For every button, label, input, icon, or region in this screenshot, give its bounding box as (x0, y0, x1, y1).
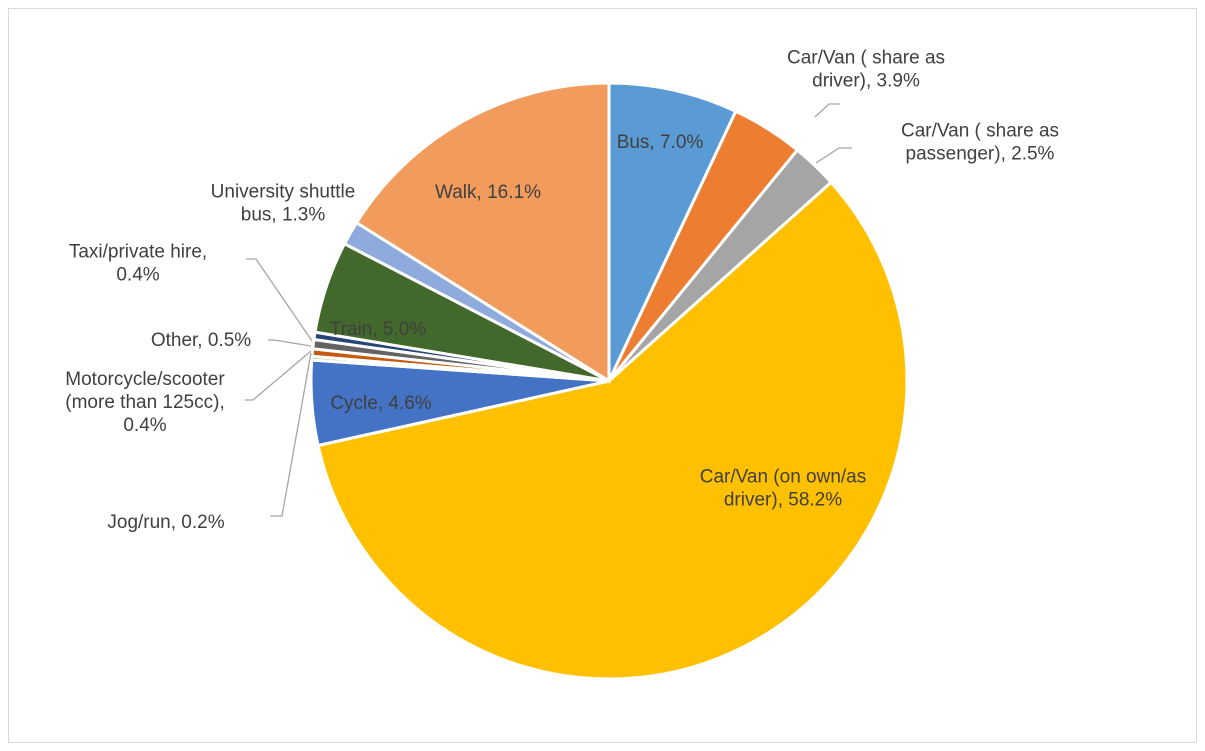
leader-line (268, 339, 312, 347)
slice-data-label: Other, 0.5% (151, 330, 251, 351)
leader-line (246, 258, 313, 342)
leader-line (270, 352, 312, 517)
pie-slice (354, 81, 611, 384)
leader-line (815, 147, 852, 164)
leader-line (814, 103, 840, 118)
slice-data-label: Taxi/private hire, 0.4% (69, 242, 207, 286)
slice-data-label: Train, 5.0% (330, 319, 427, 340)
slice-data-label: Bus, 7.0% (617, 132, 704, 153)
slice-data-label: Car/Van (on own/as driver), 58.2% (700, 467, 867, 511)
leader-line (245, 350, 312, 401)
slice-data-label: Jog/run, 0.2% (107, 512, 224, 533)
slice-data-label: Walk, 16.1% (435, 182, 541, 203)
slice-data-label: Car/Van ( share as passenger), 2.5% (901, 121, 1059, 165)
slice-data-label: Car/Van ( share as driver), 3.9% (787, 48, 945, 92)
slice-data-label: Motorcycle/scooter (more than 125cc), 0.4% (65, 369, 225, 436)
slice-data-label: Cycle, 4.6% (330, 393, 431, 414)
pie-slice (607, 81, 738, 382)
slice-data-label: University shuttle bus, 1.3% (211, 182, 356, 226)
pie-slice (316, 180, 909, 681)
